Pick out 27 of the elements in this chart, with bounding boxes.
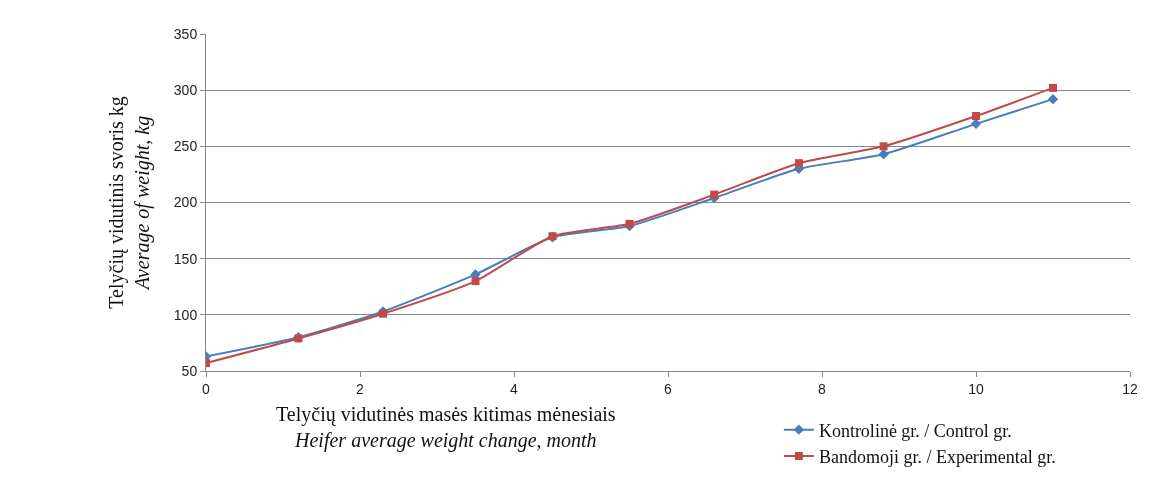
y-axis-title: Telyčių vidutinis svoris kg Average of weight, kg [105,96,155,309]
x-tick-label: 4 [510,380,519,397]
y-tick-label: 200 [173,194,198,211]
y-tick-label: 100 [173,306,198,323]
x-axis-title: Telyčių vidutinės masės kitimas mėnesiais Heifer average weight change, month [276,403,616,452]
y-tick-label: 350 [173,25,198,42]
y-tick-label: 250 [173,138,198,155]
legend-label: Kontrolinė gr. / Control gr. [818,420,1012,441]
x-tick-label: 2 [356,380,365,397]
x-tick-label: 10 [968,380,984,397]
point [1047,93,1059,105]
y-tick-label: 150 [173,250,198,267]
y-tick-label: 300 [173,82,198,99]
point [625,219,634,228]
x-tick-label: 6 [664,380,673,397]
y-tick-label: 50 [181,362,198,379]
x-tick-label: 8 [818,380,827,397]
point [972,112,980,120]
point [710,190,719,199]
point [794,159,803,168]
point [879,142,888,151]
x-tick-label: 12 [1122,380,1138,397]
legend-label: Bandomoji gr. / Experimental gr. [818,447,1056,468]
x-tick-label: 0 [202,380,211,397]
point [878,149,889,160]
point [471,277,480,286]
point [1049,83,1057,92]
